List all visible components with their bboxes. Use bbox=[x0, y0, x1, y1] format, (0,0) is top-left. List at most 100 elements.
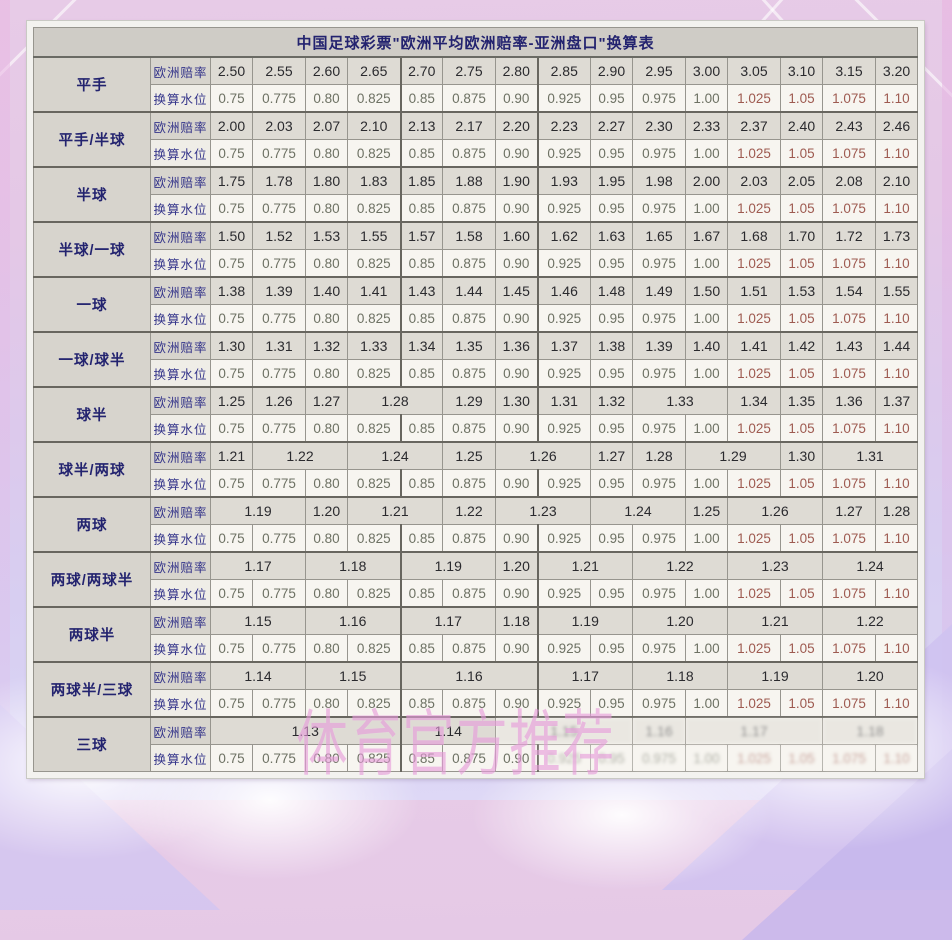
water-cell: 0.825 bbox=[347, 194, 401, 223]
water-cell: 1.075 bbox=[822, 139, 876, 168]
row-header-odds: 欧洲赔率 bbox=[150, 441, 211, 470]
odds-cell: 1.28 bbox=[347, 386, 443, 415]
odds-cell: 1.60 bbox=[495, 221, 538, 250]
water-cell: 1.00 bbox=[685, 84, 728, 113]
row-header-water: 换算水位 bbox=[150, 249, 211, 278]
water-cell: 0.925 bbox=[536, 634, 591, 663]
water-cell: 1.10 bbox=[874, 359, 919, 388]
water-cell: 1.05 bbox=[780, 84, 823, 113]
water-cell: 1.075 bbox=[822, 744, 876, 772]
odds-cell: 1.52 bbox=[252, 221, 306, 250]
water-cell: 0.95 bbox=[590, 579, 633, 608]
water-cell: 0.75 bbox=[210, 634, 253, 663]
water-cell: 1.05 bbox=[780, 689, 823, 718]
water-cell: 1.00 bbox=[685, 359, 728, 388]
water-cell: 0.875 bbox=[442, 634, 496, 663]
odds-cell: 1.33 bbox=[632, 386, 728, 415]
odds-cell: 3.10 bbox=[780, 56, 823, 85]
odds-cell: 1.44 bbox=[874, 331, 919, 360]
water-cell: 0.825 bbox=[347, 139, 401, 168]
water-cell: 0.80 bbox=[305, 139, 348, 168]
water-cell: 1.05 bbox=[780, 139, 823, 168]
odds-cell: 1.19 bbox=[536, 606, 633, 635]
water-cell: 0.75 bbox=[210, 304, 253, 333]
water-cell: 0.925 bbox=[536, 194, 591, 223]
odds-cell: 2.10 bbox=[874, 166, 919, 195]
water-cell: 0.90 bbox=[495, 194, 538, 223]
water-cell: 1.025 bbox=[727, 249, 781, 278]
odds-cell: 2.80 bbox=[495, 56, 538, 85]
water-cell: 0.775 bbox=[252, 414, 306, 443]
water-cell: 0.975 bbox=[632, 414, 686, 443]
water-cell: 1.075 bbox=[822, 249, 876, 278]
odds-cell: 1.17 bbox=[399, 606, 496, 635]
row-header-water: 换算水位 bbox=[150, 744, 211, 772]
water-cell: 1.05 bbox=[780, 579, 823, 608]
odds-cell: 2.95 bbox=[632, 56, 686, 85]
water-cell: 1.05 bbox=[780, 524, 823, 553]
water-cell: 0.975 bbox=[632, 469, 686, 498]
water-cell: 1.00 bbox=[685, 414, 728, 443]
water-cell: 1.10 bbox=[874, 524, 919, 553]
odds-cell: 2.65 bbox=[347, 56, 401, 85]
water-cell: 1.10 bbox=[874, 579, 919, 608]
water-cell: 0.975 bbox=[632, 249, 686, 278]
odds-cell: 1.29 bbox=[685, 441, 781, 470]
water-cell: 0.80 bbox=[305, 689, 348, 718]
odds-cell: 1.65 bbox=[632, 221, 686, 250]
odds-cell: 1.20 bbox=[632, 606, 728, 635]
water-cell: 1.075 bbox=[822, 689, 876, 718]
odds-cell: 2.08 bbox=[822, 166, 876, 195]
odds-cell: 1.50 bbox=[685, 276, 728, 305]
water-cell: 0.85 bbox=[399, 84, 443, 113]
row-header-water: 换算水位 bbox=[150, 414, 211, 443]
water-cell: 1.075 bbox=[822, 579, 876, 608]
water-cell: 1.05 bbox=[780, 414, 823, 443]
odds-cell: 1.42 bbox=[780, 331, 823, 360]
odds-cell: 2.03 bbox=[727, 166, 781, 195]
water-cell: 0.925 bbox=[536, 524, 591, 553]
row-label: 球半 bbox=[33, 386, 151, 443]
water-cell: 0.80 bbox=[305, 469, 348, 498]
water-cell: 0.875 bbox=[442, 194, 496, 223]
odds-cell: 1.17 bbox=[536, 661, 633, 690]
odds-cell: 1.27 bbox=[590, 441, 633, 470]
water-cell: 1.025 bbox=[727, 194, 781, 223]
water-cell: 1.025 bbox=[727, 304, 781, 333]
water-cell: 0.75 bbox=[210, 194, 253, 223]
water-cell: 0.825 bbox=[347, 84, 401, 113]
water-cell: 0.775 bbox=[252, 634, 306, 663]
water-cell: 1.00 bbox=[685, 579, 728, 608]
odds-cell: 1.53 bbox=[305, 221, 348, 250]
odds-cell: 1.70 bbox=[780, 221, 823, 250]
water-cell: 0.95 bbox=[590, 304, 633, 333]
water-cell: 0.85 bbox=[399, 744, 443, 772]
row-label: 半球/一球 bbox=[33, 221, 151, 278]
water-cell: 0.825 bbox=[347, 414, 401, 443]
odds-cell: 1.22 bbox=[632, 551, 728, 580]
odds-cell: 1.53 bbox=[780, 276, 823, 305]
odds-cell: 1.39 bbox=[632, 331, 686, 360]
odds-cell: 1.39 bbox=[252, 276, 306, 305]
water-cell: 1.025 bbox=[727, 744, 781, 772]
water-cell: 1.10 bbox=[874, 84, 919, 113]
water-cell: 0.975 bbox=[632, 524, 686, 553]
odds-cell: 1.40 bbox=[305, 276, 348, 305]
water-cell: 0.925 bbox=[536, 689, 591, 718]
odds-cell: 1.49 bbox=[632, 276, 686, 305]
odds-cell: 1.44 bbox=[442, 276, 496, 305]
water-cell: 1.075 bbox=[822, 304, 876, 333]
odds-cell: 1.31 bbox=[536, 386, 591, 415]
odds-cell: 1.35 bbox=[780, 386, 823, 415]
odds-cell: 1.57 bbox=[399, 221, 443, 250]
odds-cell: 2.30 bbox=[632, 111, 686, 140]
water-cell: 0.875 bbox=[442, 84, 496, 113]
odds-cell: 1.14 bbox=[399, 716, 496, 745]
odds-cell: 3.00 bbox=[685, 56, 728, 85]
water-cell: 1.10 bbox=[874, 194, 919, 223]
odds-cell: 1.19 bbox=[727, 661, 823, 690]
water-cell: 1.075 bbox=[822, 359, 876, 388]
odds-cell: 2.23 bbox=[536, 111, 591, 140]
water-cell: 1.00 bbox=[685, 524, 728, 553]
water-cell: 0.875 bbox=[442, 139, 496, 168]
